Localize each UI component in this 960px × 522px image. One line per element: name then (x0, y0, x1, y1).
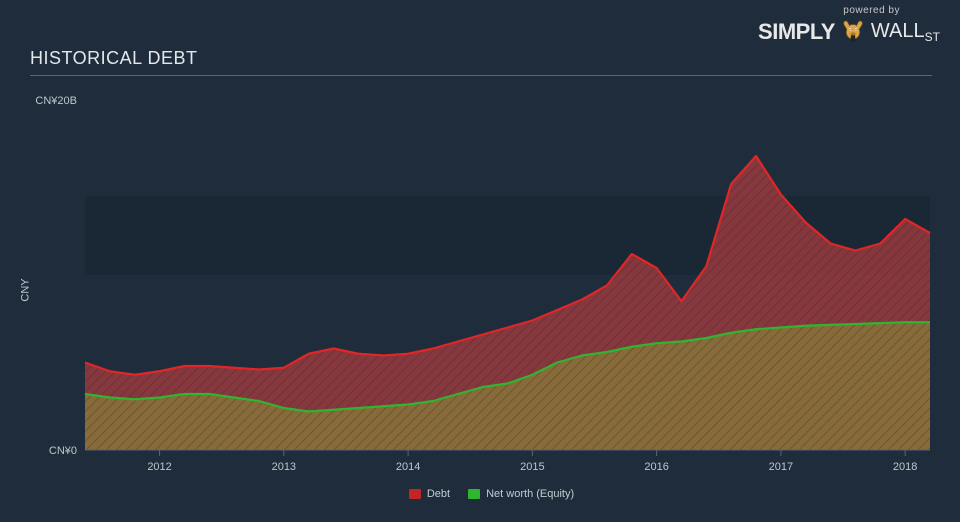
brand-logo: powered by SIMPLY WALLST (758, 6, 940, 46)
powered-by-text: powered by (758, 6, 940, 16)
legend-swatch (468, 489, 480, 499)
brand-st: ST (925, 30, 940, 44)
brand-simply: SIMPLY (758, 21, 835, 43)
svg-text:CN¥0: CN¥0 (49, 445, 77, 457)
svg-text:2015: 2015 (520, 461, 544, 473)
brand-wall: WALL (871, 20, 925, 42)
svg-text:CN¥20B: CN¥20B (35, 95, 77, 107)
svg-text:2013: 2013 (272, 461, 296, 473)
bull-icon (839, 18, 867, 46)
chart-title: HISTORICAL DEBT (30, 48, 932, 76)
chart-legend: Debt Net worth (Equity) (30, 488, 935, 500)
svg-text:2014: 2014 (396, 461, 420, 473)
svg-text:2016: 2016 (644, 461, 668, 473)
legend-label: Debt (427, 488, 450, 500)
y-axis-label: CNY (20, 278, 32, 301)
svg-text:2017: 2017 (769, 461, 793, 473)
historical-debt-chart: CN¥0 CN¥20B 2012 2013 2014 2015 2016 2017 2018 (30, 80, 935, 500)
legend-swatch (409, 489, 421, 499)
svg-text:2018: 2018 (893, 461, 917, 473)
legend-label: Net worth (Equity) (486, 488, 574, 500)
svg-text:2012: 2012 (147, 461, 171, 473)
chart-container: CNY CN¥0CN¥20B20122013201420152016201720… (30, 80, 935, 500)
